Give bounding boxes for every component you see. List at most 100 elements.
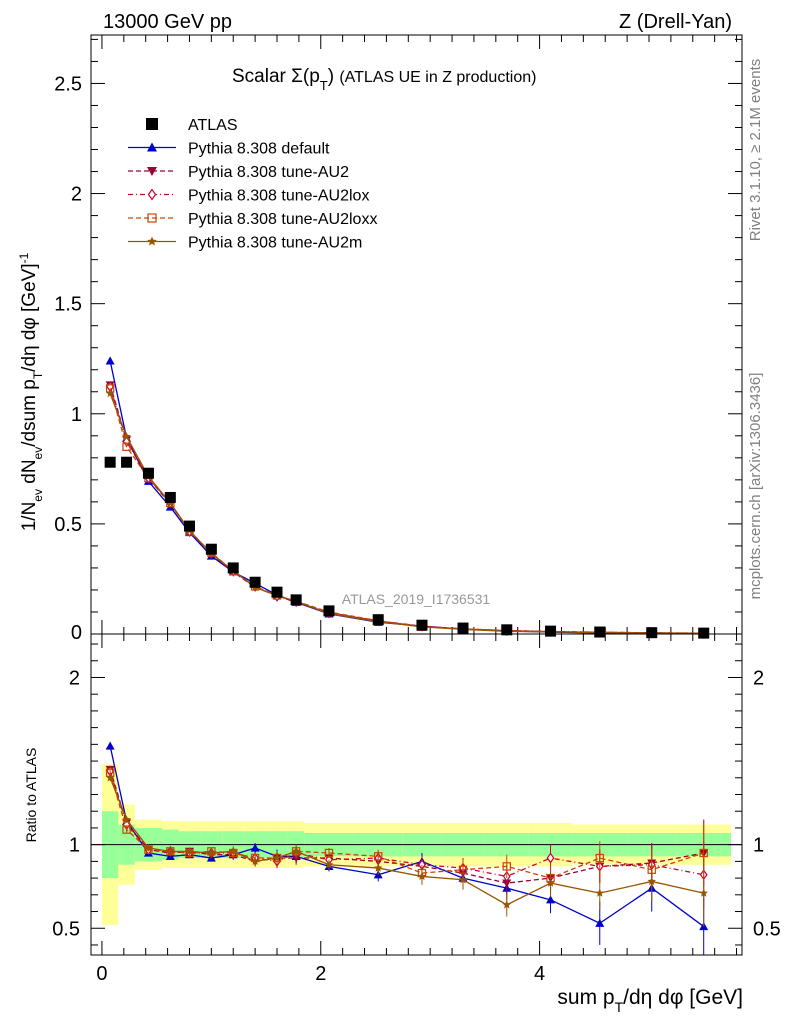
marker-triangle (147, 142, 157, 152)
axis-ticks (91, 35, 742, 955)
marker-square (457, 622, 469, 634)
marker-triangle (250, 843, 260, 852)
legend-label: Pythia 8.308 tune-AU2loxx (188, 211, 377, 228)
legend-label: Pythia 8.308 default (188, 141, 330, 158)
marker-star (122, 815, 131, 824)
marker-square (545, 625, 557, 637)
marker-triangle (105, 741, 115, 750)
ratio-y-tick-label-left: 1 (69, 835, 80, 857)
marker-star (699, 888, 708, 897)
ratio-uncertainty-bands (91, 764, 742, 925)
chart-title: Scalar Σ(pT) (ATLAS UE in Z production) (232, 66, 536, 93)
marker-square (416, 619, 428, 631)
series-pythia-8-308-tune-au2 (105, 381, 709, 895)
marker-square-open (122, 825, 131, 834)
x-tick-label: 0 (96, 963, 107, 985)
marker-square (271, 586, 283, 598)
marker-star (546, 878, 555, 887)
marker-star (595, 888, 605, 897)
marker-diamond (147, 188, 157, 201)
data-series (104, 356, 710, 955)
marker-star (417, 871, 427, 881)
y-tick-label: 2.5 (54, 73, 82, 95)
marker-star (105, 389, 115, 398)
marker-star (147, 236, 157, 246)
series-atlas (104, 456, 710, 639)
ratio-y-tick-label-right: 1 (753, 835, 764, 857)
y-tick-label: 1 (71, 404, 82, 426)
marker-square-open (147, 213, 157, 223)
marker-square (372, 614, 384, 626)
legend-label: Pythia 8.308 tune-AU2lox (188, 188, 369, 205)
mcplots-label: mcplots.cern.ch [arXiv:1306.3436] (747, 373, 764, 600)
marker-triangle (105, 356, 115, 365)
marker-square-open (595, 853, 604, 863)
marker-square-open (122, 442, 131, 451)
x-axis-label: sum pT/dη dφ [GeV] (557, 986, 743, 1015)
legend-label: Pythia 8.308 tune-AU2m (188, 235, 362, 252)
marker-star (185, 846, 194, 855)
series-pythia-8-308-tune-au2loxx (105, 384, 708, 892)
legend-label: ATLAS (188, 117, 238, 134)
marker-square (121, 456, 133, 468)
marker-star (122, 431, 131, 441)
rivet-label: Rivet 3.1.10, ≥ 2.1M events (747, 59, 764, 242)
marker-diamond (546, 852, 555, 864)
marker-square (501, 624, 513, 636)
x-tick-label: 2 (315, 963, 326, 985)
header-right: Z (Drell-Yan) (619, 11, 732, 33)
y-tick-label: 0.5 (54, 514, 82, 536)
header-left: 13000 GeV pp (103, 11, 232, 33)
marker-star (250, 856, 260, 866)
marker-star (228, 846, 238, 855)
ratio-y-tick-label-right: 2 (753, 667, 764, 689)
ratio-y-axis-label: Ratio to ATLAS (23, 748, 39, 843)
analysis-id: ATLAS_2019_I1736531 (342, 591, 491, 607)
marker-square (142, 467, 154, 479)
marker-square-open (502, 862, 511, 871)
x-tick-label: 4 (534, 963, 545, 985)
y-tick-label-zero: 0 (71, 622, 82, 644)
y-axis-label: 1/Nev dNev/dsum pT/dη dφ [GeV]-1 (17, 252, 45, 531)
ratio-panel-frame (90, 633, 743, 956)
y-tick-label: 1.5 (54, 294, 82, 316)
marker-star (458, 875, 468, 884)
marker-square (205, 543, 217, 555)
legend: ATLAS Pythia 8.308 default Pythia 8.308 tu… (128, 117, 377, 252)
ratio-y-tick-label-right: 0.5 (753, 918, 781, 940)
marker-square-open (699, 848, 708, 858)
marker-triangle-down (147, 167, 157, 176)
marker-star (502, 900, 512, 909)
plot-frames (90, 34, 743, 956)
marker-square (249, 576, 261, 588)
marker-star (647, 876, 657, 886)
marker-star (324, 860, 334, 869)
marker-square-open (374, 852, 383, 861)
marker-square (646, 627, 658, 639)
marker-square (594, 626, 606, 638)
ratio-y-tick-label-left: 0.5 (52, 918, 80, 940)
ratio-y-tick-label-left: 2 (69, 667, 80, 689)
tick-labels: 0 2 4 0.5 1 1.5 2 2.5 0 0.5 0.5 1 1 2 2 (52, 73, 781, 985)
marker-triangle (595, 918, 605, 927)
marker-square-open (324, 848, 334, 858)
marker-star (105, 773, 115, 782)
legend-label: Pythia 8.308 tune-AU2 (188, 164, 349, 181)
marker-square (183, 520, 195, 532)
marker-star (144, 843, 153, 852)
marker-square (146, 118, 158, 130)
marker-square (323, 605, 335, 617)
y-tick-label: 2 (71, 184, 82, 206)
marker-square (104, 456, 116, 468)
marker-square (164, 491, 176, 503)
marker-square (290, 594, 302, 606)
marker-star (291, 846, 301, 855)
marker-square (227, 562, 239, 574)
marker-star (166, 846, 175, 855)
marker-triangle (546, 895, 556, 904)
marker-star (373, 863, 383, 872)
marker-star (207, 848, 216, 857)
marker-star (272, 853, 282, 862)
marker-square (698, 627, 710, 639)
